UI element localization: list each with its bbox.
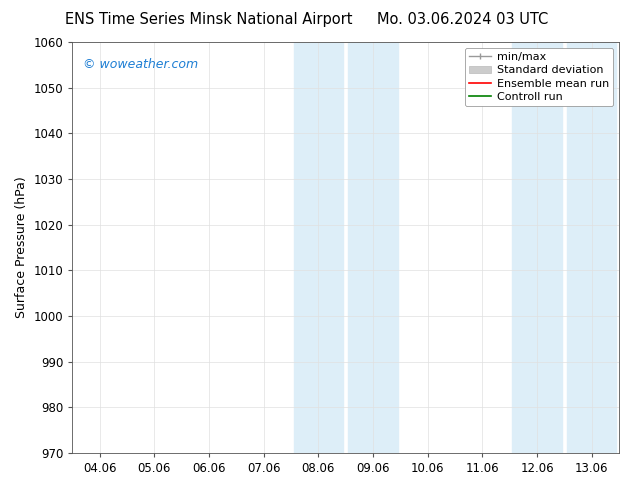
- Bar: [512, 42, 562, 453]
- Bar: [567, 42, 616, 453]
- Text: Mo. 03.06.2024 03 UTC: Mo. 03.06.2024 03 UTC: [377, 12, 548, 27]
- Text: ENS Time Series Minsk National Airport: ENS Time Series Minsk National Airport: [65, 12, 353, 27]
- Text: © woweather.com: © woweather.com: [83, 58, 198, 72]
- Bar: [349, 42, 398, 453]
- Y-axis label: Surface Pressure (hPa): Surface Pressure (hPa): [15, 176, 28, 318]
- Legend: min/max, Standard deviation, Ensemble mean run, Controll run: min/max, Standard deviation, Ensemble me…: [465, 48, 614, 106]
- Bar: [294, 42, 343, 453]
